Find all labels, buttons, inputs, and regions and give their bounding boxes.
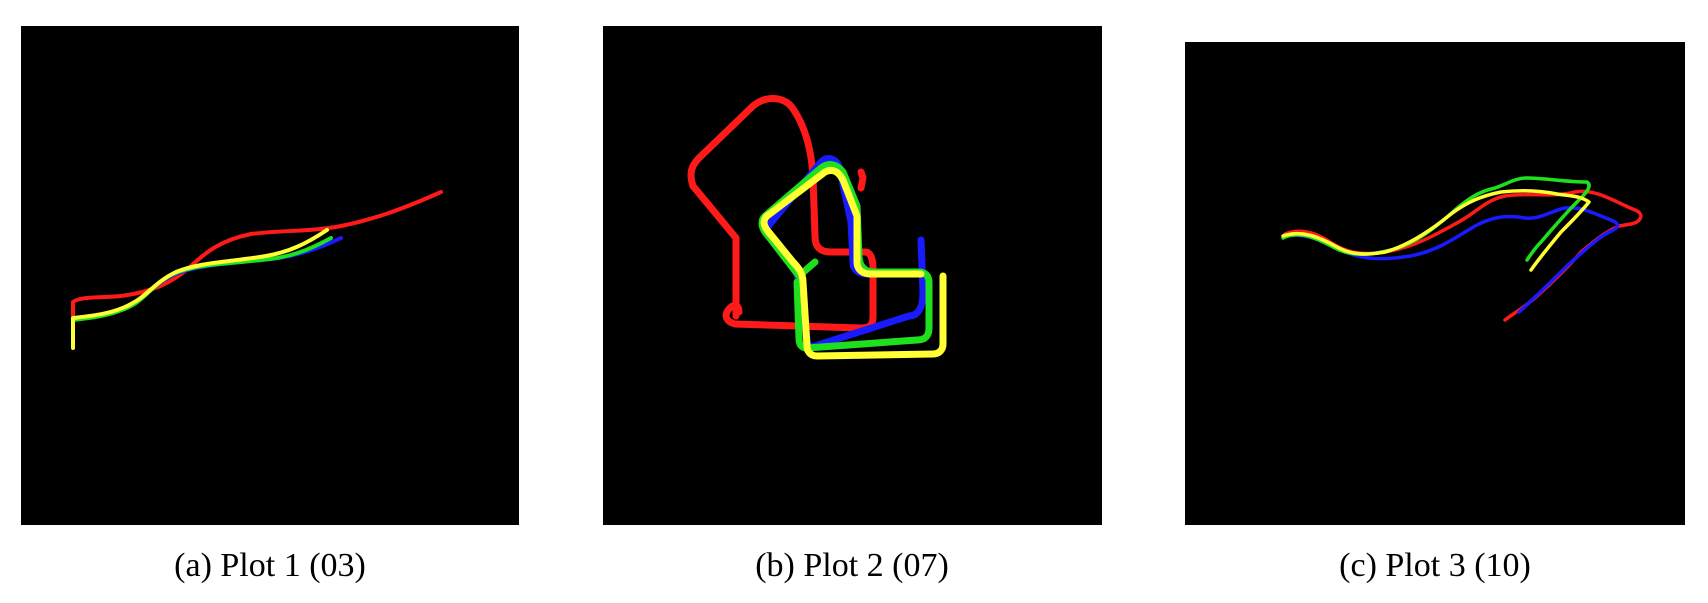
plot-1-canvas <box>71 190 443 350</box>
plot-3-canvas <box>1281 176 1643 322</box>
plot-1-caption: (a) Plot 1 (03) <box>174 547 366 584</box>
plot-2-caption: (b) Plot 2 (07) <box>755 547 949 584</box>
plot-panel-2 <box>603 26 1102 525</box>
plot-2-canvas <box>687 95 947 360</box>
plot-3-yellow-trajectory <box>1281 188 1591 272</box>
plot-1-red-trajectory <box>71 190 443 318</box>
plot-panel-1 <box>21 26 519 525</box>
plot-2-red-hook <box>857 168 867 192</box>
plot-2-yellow-trajectory <box>760 166 947 360</box>
plot-panel-3 <box>1185 42 1685 525</box>
plot-3-caption: (c) Plot 3 (10) <box>1339 547 1531 584</box>
plot-3-blue-trajectory <box>1283 205 1620 314</box>
plot-2-red-trajectory <box>687 95 877 332</box>
plot-1-yellow-trajectory <box>71 228 329 350</box>
